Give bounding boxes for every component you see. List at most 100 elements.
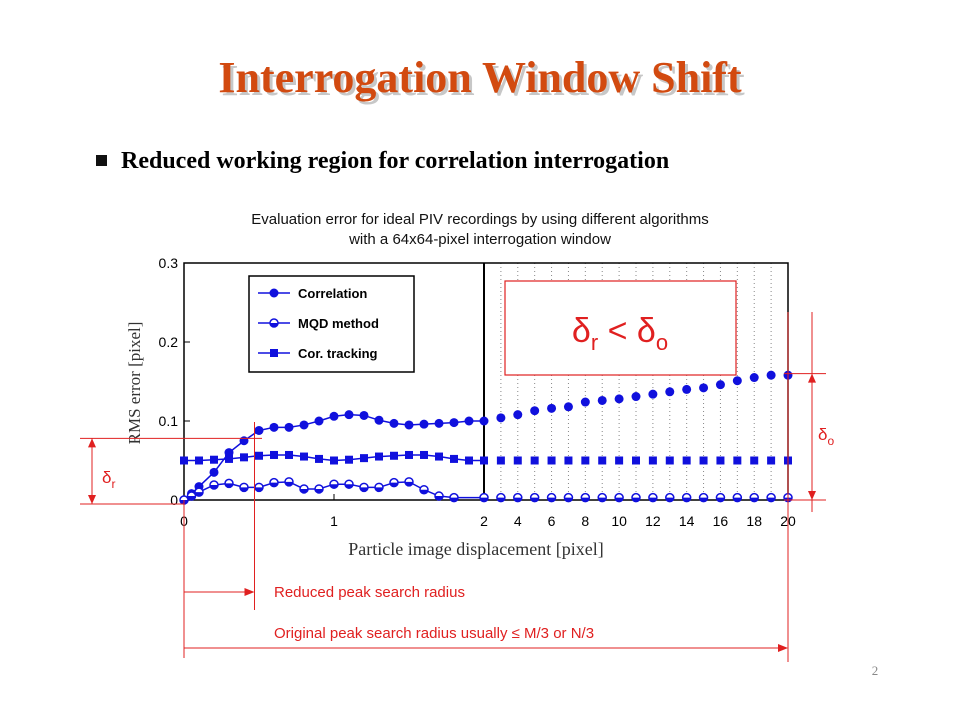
data-point bbox=[419, 419, 429, 429]
chart-title-line-1: Evaluation error for ideal PIV recording… bbox=[251, 211, 709, 228]
data-point bbox=[240, 453, 248, 462]
data-point bbox=[284, 422, 294, 432]
x-tick-label: 4 bbox=[514, 513, 522, 529]
original-radius-label: Original peak search radius usually ≤ M/… bbox=[274, 625, 594, 642]
y-tick-label: 0.1 bbox=[159, 413, 179, 429]
data-point bbox=[449, 418, 459, 428]
legend-marker bbox=[270, 349, 278, 357]
y-axis-label: RMS error [pixel] bbox=[125, 322, 144, 445]
data-point bbox=[682, 456, 691, 465]
inequality-label: δr < δo bbox=[572, 312, 668, 355]
data-point bbox=[465, 456, 473, 465]
legend-marker-fill bbox=[270, 323, 278, 327]
data-point bbox=[269, 422, 279, 432]
bullet-text: Reduced working region for correlation i… bbox=[121, 148, 670, 174]
data-point bbox=[225, 454, 233, 463]
data-point-fill bbox=[360, 487, 368, 492]
legend-label: Cor. tracking bbox=[298, 346, 378, 361]
data-point bbox=[750, 456, 759, 465]
data-point bbox=[749, 373, 759, 383]
data-point bbox=[195, 456, 203, 465]
data-point bbox=[464, 416, 474, 426]
data-point-fill bbox=[682, 497, 691, 502]
data-point bbox=[405, 450, 413, 459]
data-point bbox=[580, 397, 590, 407]
data-point bbox=[513, 456, 522, 465]
data-point bbox=[329, 411, 339, 421]
data-point-fill bbox=[187, 496, 196, 501]
x-tick-label: 1 bbox=[330, 513, 338, 529]
data-point bbox=[716, 456, 725, 465]
data-point-fill bbox=[255, 487, 263, 492]
data-point-fill bbox=[285, 481, 293, 486]
data-point bbox=[632, 456, 640, 465]
data-point bbox=[513, 410, 523, 420]
data-point bbox=[435, 452, 443, 461]
data-point bbox=[344, 410, 354, 420]
data-point-fill bbox=[665, 497, 674, 502]
x-tick-label: 10 bbox=[611, 513, 627, 529]
data-point bbox=[665, 456, 674, 465]
data-point bbox=[375, 452, 383, 461]
data-point bbox=[285, 450, 293, 459]
data-point bbox=[345, 455, 353, 464]
data-point-fill bbox=[767, 497, 776, 502]
data-point-fill bbox=[496, 497, 505, 502]
data-point bbox=[270, 450, 278, 459]
data-point-fill bbox=[240, 487, 248, 492]
data-point-fill bbox=[330, 484, 338, 489]
data-point bbox=[496, 413, 506, 423]
data-point bbox=[766, 370, 776, 380]
data-point bbox=[299, 420, 309, 430]
data-point bbox=[479, 416, 489, 426]
x-tick-label: 2 bbox=[480, 513, 488, 529]
data-point bbox=[224, 448, 234, 458]
y-tick-label: 0 bbox=[170, 492, 178, 508]
bullet-square-icon bbox=[96, 154, 107, 166]
data-point-fill bbox=[345, 484, 353, 489]
data-point-fill bbox=[450, 497, 458, 502]
data-point-fill bbox=[210, 484, 218, 489]
delta-o-arrowhead-top bbox=[808, 373, 816, 383]
data-point bbox=[563, 402, 573, 412]
data-point-fill bbox=[547, 497, 556, 502]
data-point bbox=[715, 380, 725, 390]
data-point bbox=[648, 389, 658, 399]
x-axis-label: Particle image displacement [pixel] bbox=[348, 539, 603, 559]
data-point bbox=[598, 456, 607, 465]
delta-r-arrowhead-top bbox=[88, 438, 96, 448]
legend-label: Correlation bbox=[298, 286, 367, 301]
data-point bbox=[239, 436, 249, 446]
data-point bbox=[547, 403, 557, 413]
x-tick-label: 16 bbox=[713, 513, 729, 529]
y-tick-label: 0.2 bbox=[159, 334, 179, 350]
data-point-fill bbox=[435, 496, 443, 501]
data-point bbox=[699, 383, 709, 393]
data-point bbox=[404, 420, 414, 430]
data-point-fill bbox=[390, 482, 398, 487]
data-point bbox=[614, 394, 624, 404]
delta-o-label: δo bbox=[818, 425, 834, 448]
data-point bbox=[210, 455, 218, 464]
data-point bbox=[631, 392, 641, 402]
data-point-fill bbox=[564, 497, 573, 502]
data-point bbox=[732, 376, 742, 386]
data-point-fill bbox=[632, 497, 640, 502]
original-radius-arrowhead bbox=[778, 644, 788, 652]
data-point bbox=[581, 456, 590, 465]
data-point bbox=[360, 454, 368, 463]
data-point-fill bbox=[581, 497, 590, 502]
y-tick-label: 0.3 bbox=[159, 255, 179, 271]
delta-r-arrowhead-bottom bbox=[88, 495, 96, 504]
data-point-fill bbox=[300, 488, 308, 493]
data-point bbox=[420, 450, 428, 459]
data-point bbox=[648, 456, 657, 465]
data-point bbox=[390, 451, 398, 460]
delta-o-arrowhead-bottom bbox=[808, 491, 816, 500]
data-point bbox=[615, 456, 624, 465]
data-point-fill bbox=[513, 497, 522, 502]
x-tick-label: 8 bbox=[581, 513, 589, 529]
data-point bbox=[374, 415, 384, 425]
reduced-radius-arrowhead bbox=[244, 588, 255, 596]
